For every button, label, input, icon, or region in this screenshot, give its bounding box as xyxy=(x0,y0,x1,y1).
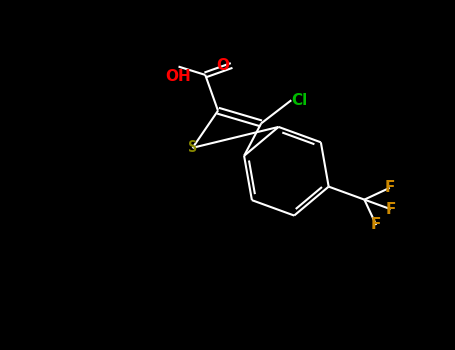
Text: F: F xyxy=(385,202,396,217)
Text: Cl: Cl xyxy=(291,93,308,108)
Text: F: F xyxy=(384,180,395,195)
Text: O: O xyxy=(217,58,230,73)
Text: F: F xyxy=(371,217,381,232)
Text: S: S xyxy=(188,140,197,155)
Text: OH: OH xyxy=(166,69,192,84)
